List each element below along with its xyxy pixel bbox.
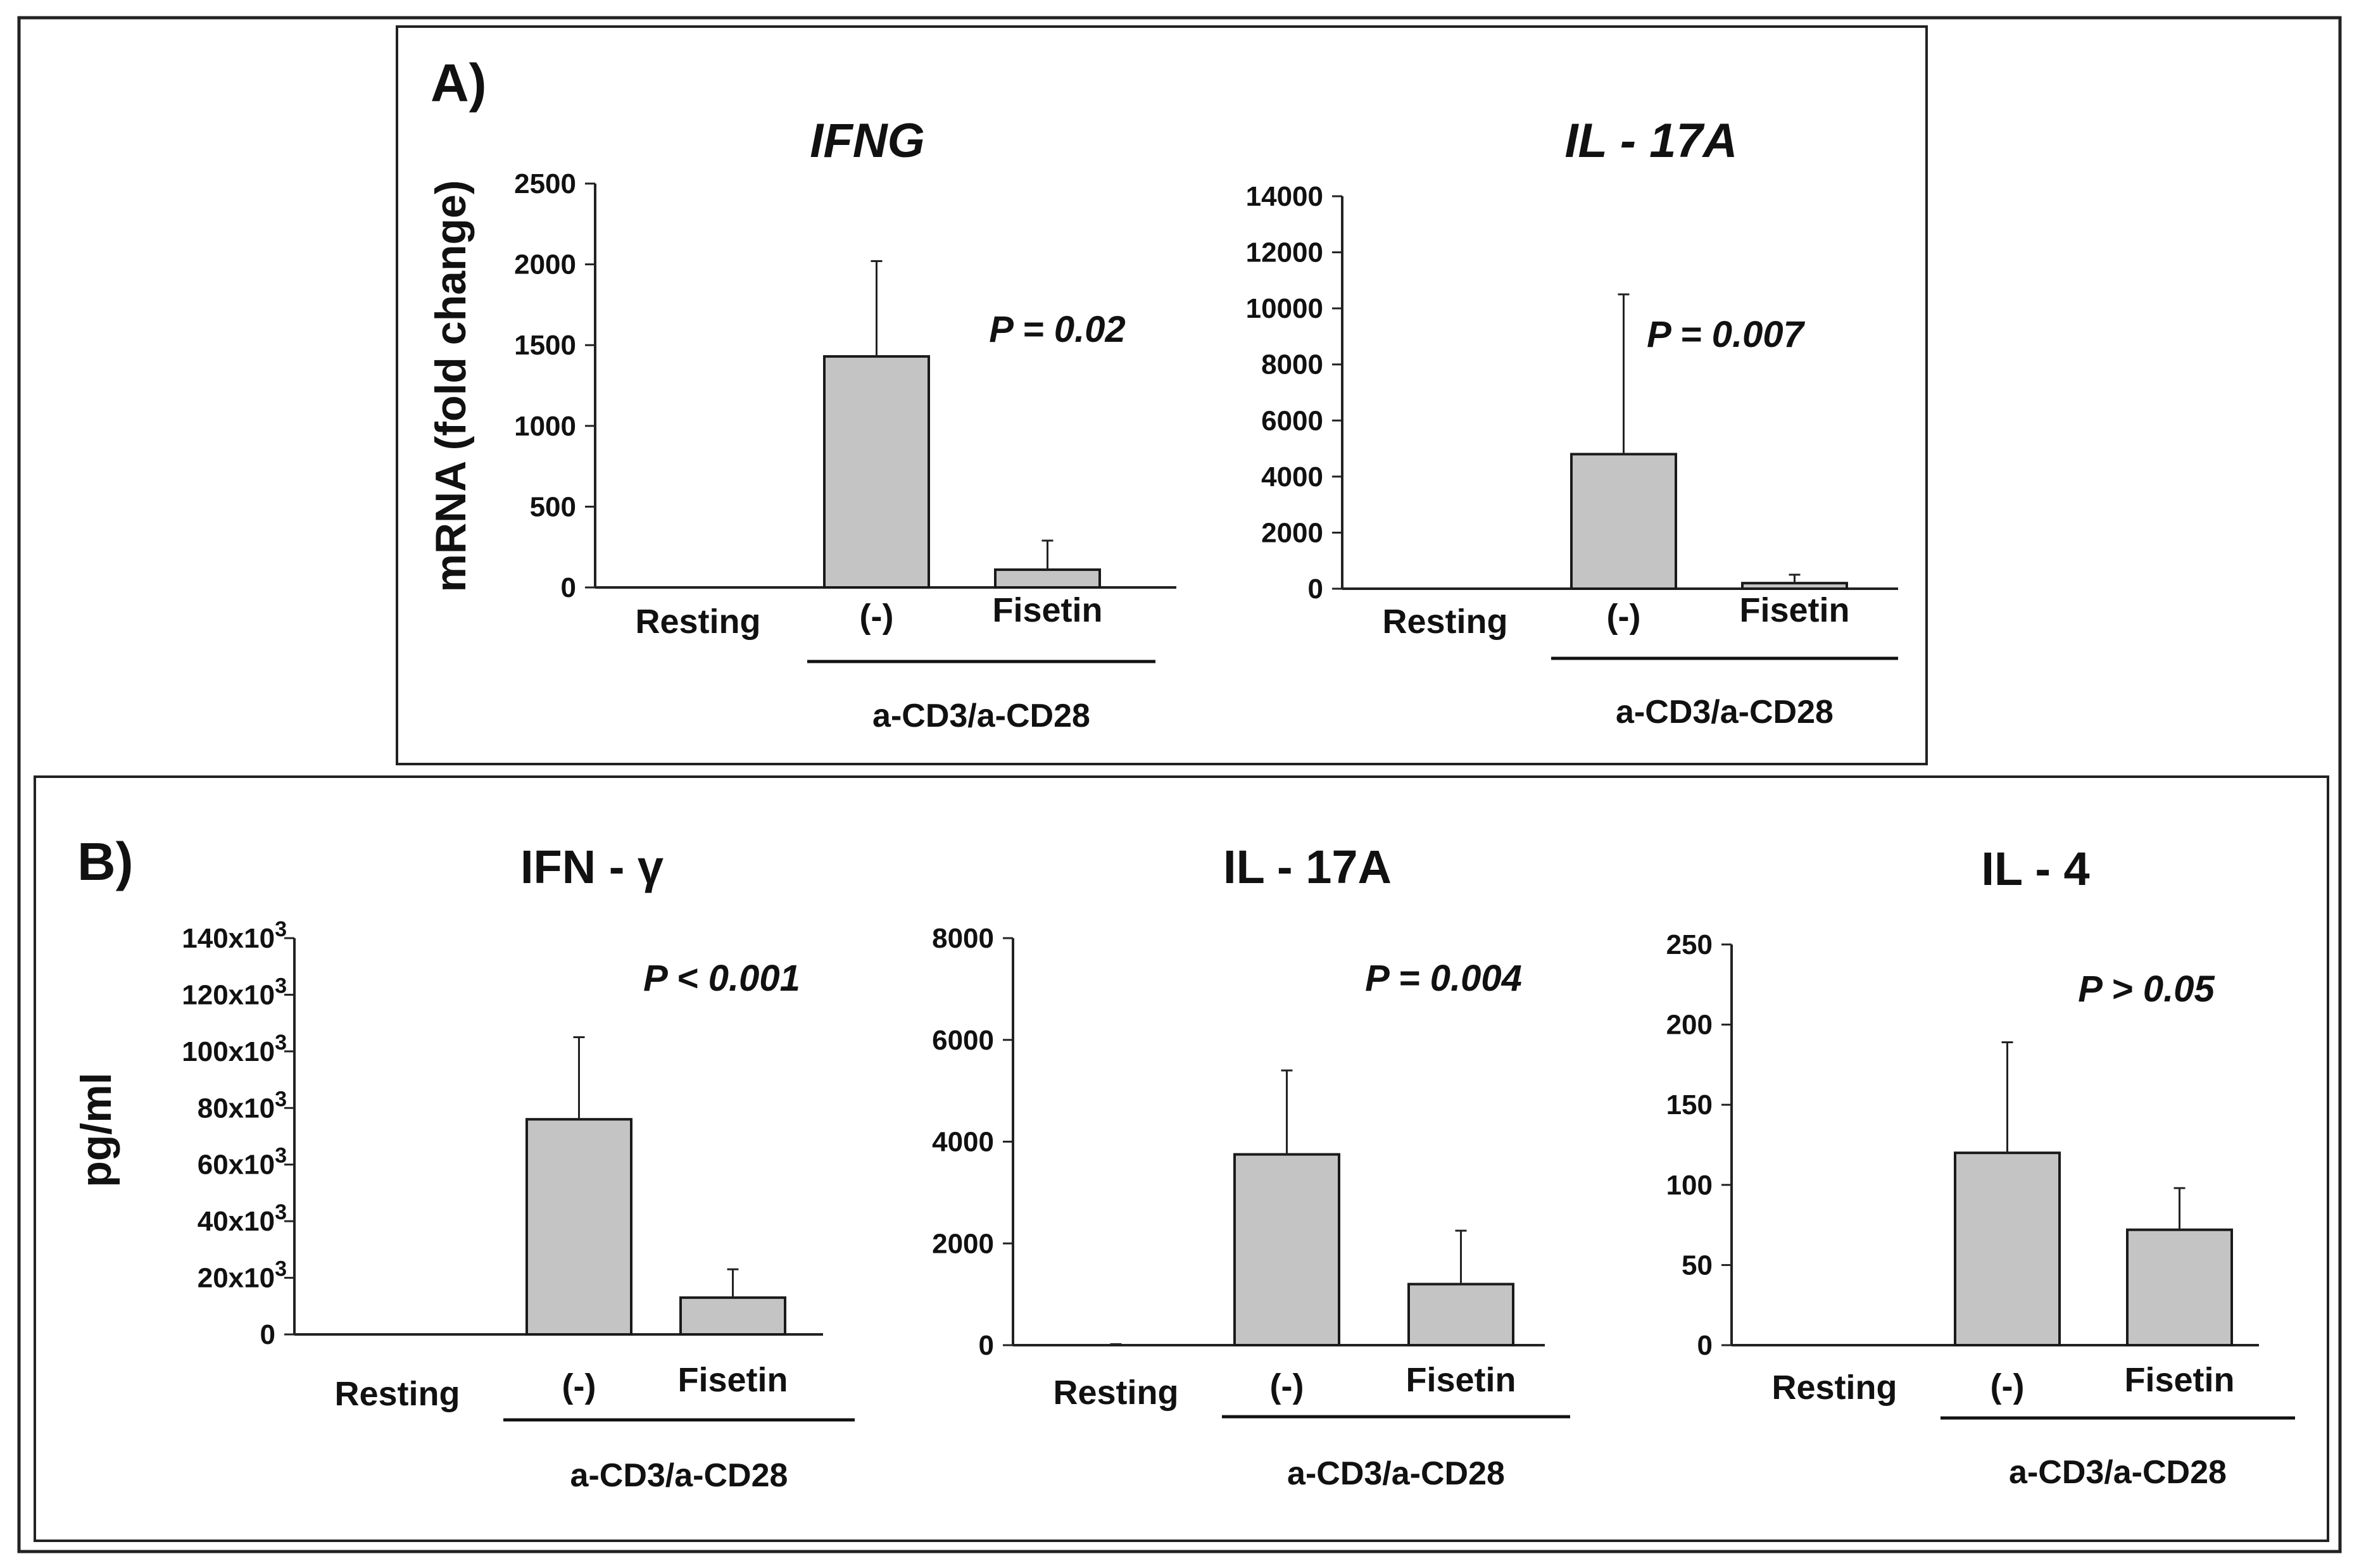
panel-b-y-axis-label: pg/ml xyxy=(72,1072,120,1187)
y-tick-label: 8000 xyxy=(1261,349,1323,380)
y-tick-label: 4000 xyxy=(932,1127,994,1158)
y-tick-label: 0 xyxy=(979,1330,994,1361)
bar- xyxy=(1233,1153,1340,1346)
chart-5: 0 50 100 150 200 250 Resting (-) Fisetin a-CD3/a-… xyxy=(1666,843,2295,1491)
p-value-annotation: P > 0.05 xyxy=(2078,969,2215,1010)
y-tick-label: 80x103 xyxy=(198,1087,287,1124)
chart-3: 0 20x103 40x103 60x103 80x103 100x103 120x103 1… xyxy=(182,841,855,1494)
y-tick-label: 10000 xyxy=(1246,293,1323,324)
y-tick-label: 50 xyxy=(1682,1250,1713,1281)
bar- xyxy=(1954,1151,2061,1347)
y-tick-label: 8000 xyxy=(932,923,994,954)
y-tick-label: 1000 xyxy=(514,411,576,442)
y-tick-label: 20x103 xyxy=(198,1257,287,1294)
group-label: a-CD3/a-CD28 xyxy=(2009,1454,2227,1491)
chart-title: IFN - γ xyxy=(520,841,664,893)
y-tick-label: 2000 xyxy=(514,249,576,280)
y-tick-label: 2000 xyxy=(932,1228,994,1259)
y-tick-label: 150 xyxy=(1666,1089,1713,1120)
panel-b-label: B) xyxy=(77,832,134,891)
p-value-annotation: P = 0.02 xyxy=(989,309,1126,350)
y-tick-label: 100x103 xyxy=(182,1031,287,1067)
category-label: Fisetin xyxy=(1406,1361,1516,1399)
p-value-annotation: P = 0.007 xyxy=(1647,314,1806,355)
y-tick-label: 0 xyxy=(1308,574,1323,605)
category-label: (-) xyxy=(1991,1367,2025,1405)
category-label: (-) xyxy=(562,1367,596,1405)
chart-4: 0 2000 4000 6000 8000 Resting (-) Fisetin a-CD3/… xyxy=(932,841,1570,1492)
p-value-annotation: P = 0.004 xyxy=(1365,958,1522,999)
y-tick-label: 2000 xyxy=(1261,517,1323,548)
category-label: Fisetin xyxy=(992,591,1102,629)
chart-title: IL - 17A xyxy=(1223,841,1392,893)
y-tick-label: 2500 xyxy=(514,168,576,199)
panel-a-label: A) xyxy=(431,53,487,113)
category-label: Fisetin xyxy=(1739,591,1849,629)
y-tick-label: 500 xyxy=(530,491,576,522)
outer-border xyxy=(17,16,2342,1553)
bar-fisetin xyxy=(1741,582,1848,591)
bar- xyxy=(1570,453,1677,591)
category-label: (-) xyxy=(1607,598,1641,636)
panel-a-y-axis-label: mRNA (fold change) xyxy=(427,180,475,592)
chart-2: 0 2000 4000 6000 8000 10000 12000 14000 Resting (… xyxy=(1246,114,1898,731)
category-label: (-) xyxy=(860,598,894,636)
group-label: a-CD3/a-CD28 xyxy=(1616,694,1834,731)
y-tick-label: 6000 xyxy=(1261,405,1323,436)
panel-a-border xyxy=(396,25,1928,765)
bar-fisetin xyxy=(679,1296,786,1336)
category-label: Resting xyxy=(635,603,760,641)
category-label: Resting xyxy=(1771,1369,1897,1407)
category-label: Resting xyxy=(334,1375,460,1413)
y-tick-label: 250 xyxy=(1666,929,1713,960)
y-tick-label: 140x103 xyxy=(182,917,287,954)
group-label: a-CD3/a-CD28 xyxy=(1287,1455,1505,1492)
y-tick-label: 0 xyxy=(1697,1330,1713,1361)
chart-title: IFNG xyxy=(810,114,925,168)
y-tick-label: 0 xyxy=(561,572,576,603)
bar-fisetin xyxy=(1407,1283,1514,1347)
y-tick-label: 6000 xyxy=(932,1025,994,1056)
chart-title: IL - 17A xyxy=(1564,114,1737,168)
chart-1: 0 500 1000 1500 2000 2500 Resting (-) Fisetin a-C… xyxy=(514,114,1176,734)
category-label: (-) xyxy=(1270,1367,1304,1405)
chart-title: IL - 4 xyxy=(1981,843,2089,895)
category-label: Fisetin xyxy=(2124,1361,2234,1399)
y-tick-label: 4000 xyxy=(1261,461,1323,492)
bar- xyxy=(525,1118,632,1336)
y-tick-label: 200 xyxy=(1666,1010,1713,1041)
y-tick-label: 14000 xyxy=(1246,181,1323,212)
y-tick-label: 100 xyxy=(1666,1170,1713,1201)
group-label: a-CD3/a-CD28 xyxy=(872,698,1090,734)
y-tick-label: 1500 xyxy=(514,330,576,361)
y-tick-label: 40x103 xyxy=(198,1200,287,1237)
panel-b-border xyxy=(34,775,2329,1542)
y-tick-label: 0 xyxy=(260,1319,275,1350)
bar- xyxy=(823,355,930,589)
y-tick-label: 120x103 xyxy=(182,974,287,1010)
bar-fisetin xyxy=(2126,1228,2233,1347)
p-value-annotation: P < 0.001 xyxy=(643,958,800,999)
category-label: Fisetin xyxy=(677,1361,788,1399)
y-tick-label: 60x103 xyxy=(198,1144,287,1181)
category-label: Resting xyxy=(1053,1374,1178,1412)
bar-fisetin xyxy=(994,568,1101,589)
group-label: a-CD3/a-CD28 xyxy=(570,1457,788,1494)
category-label: Resting xyxy=(1382,603,1507,641)
y-tick-label: 12000 xyxy=(1246,237,1323,268)
